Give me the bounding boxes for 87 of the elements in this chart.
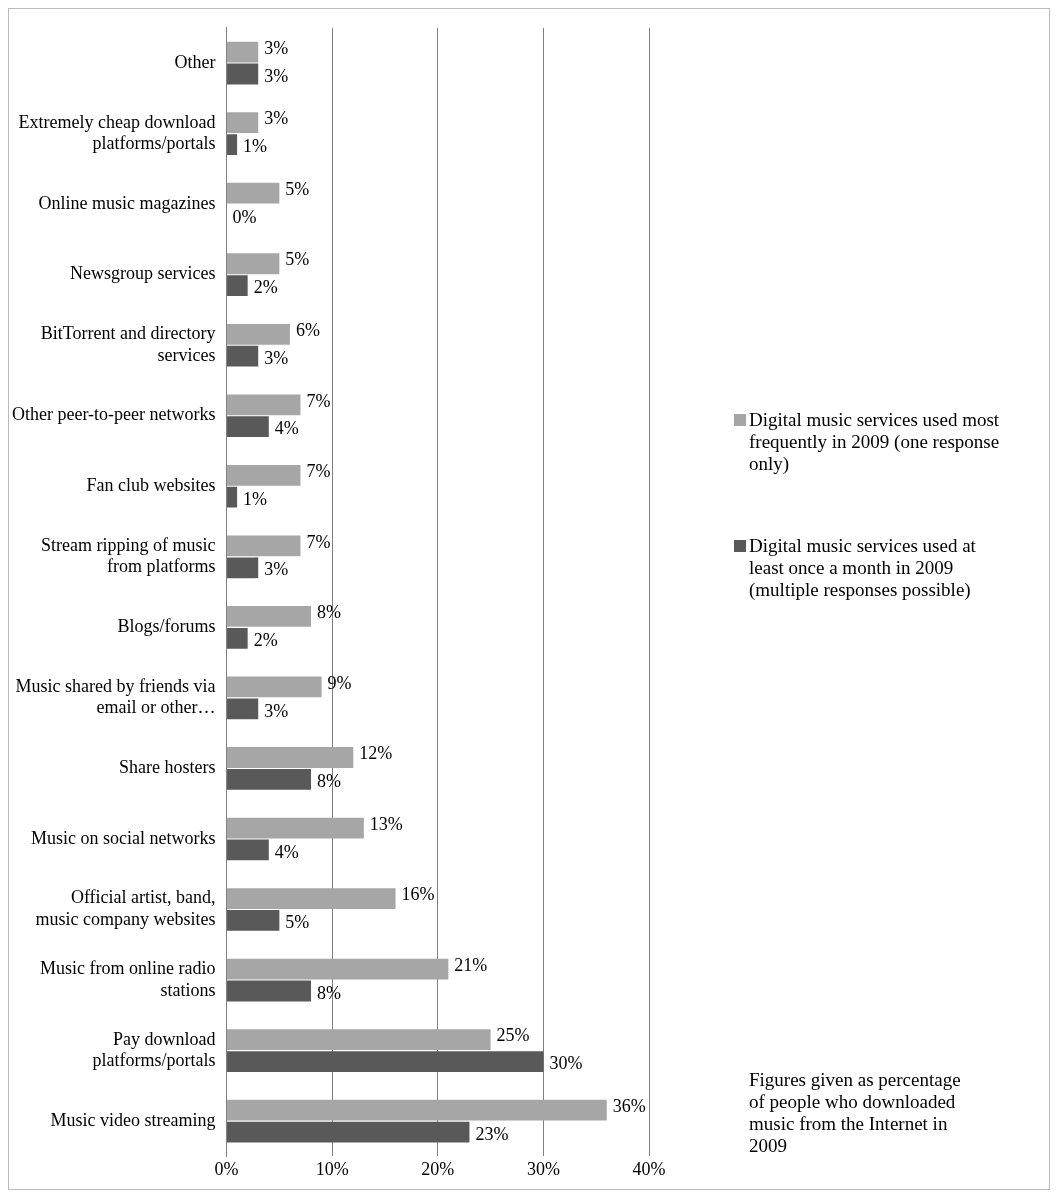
data-label: 6%: [295, 320, 320, 341]
y-tick-label: Stream ripping of music from platforms: [41, 534, 216, 577]
y-tick-label: Online music magazines: [38, 192, 216, 213]
data-label: 13%: [369, 813, 403, 834]
bar: [227, 747, 354, 768]
y-tick-label: Official artist, band, music company websites: [35, 887, 216, 930]
y-tick-label: Extremely cheap download platforms/portals: [18, 111, 216, 154]
data-label: 4%: [274, 418, 299, 439]
x-tick-label: 0%: [214, 1158, 239, 1179]
data-label: 7%: [306, 461, 331, 482]
y-tick-label: Music from online radio stations: [40, 957, 216, 1000]
bar: [227, 464, 301, 486]
y-tick-label: Pay download platforms/portals: [92, 1028, 216, 1071]
y-tick-label: Music video streaming: [50, 1109, 216, 1130]
data-label: 23%: [475, 1123, 509, 1144]
legend-label: Digital music services used most frequently in 2009 (one response only): [749, 409, 1001, 475]
y-tick-label: Other peer-to-peer networks: [12, 404, 216, 425]
bar: [227, 888, 396, 909]
bar: [227, 768, 312, 790]
bar: [227, 1099, 607, 1121]
text: Figures given as percentage of people who downloaded music from the Internet in 2009: [749, 1069, 962, 1157]
data-label: 16%: [401, 884, 435, 905]
data-label: 2%: [253, 277, 278, 298]
bar: [227, 676, 322, 698]
bar: [227, 557, 259, 579]
data-label: 30%: [549, 1053, 583, 1074]
bar: [227, 980, 312, 1002]
data-label: 12%: [359, 743, 393, 764]
x-tick-label: 30%: [526, 1158, 560, 1179]
bar: [227, 41, 259, 63]
data-label: 3%: [264, 108, 289, 129]
y-tick-label: Fan club websites: [86, 475, 216, 496]
data-label: 7%: [306, 390, 331, 411]
y-tick-label: Other: [174, 51, 216, 72]
data-label: 8%: [317, 982, 342, 1003]
x-tick-label: 10%: [315, 1158, 349, 1179]
data-label: 2%: [253, 630, 278, 651]
bar: [227, 910, 280, 931]
bar: [227, 63, 259, 85]
bar: [227, 606, 312, 627]
bar: [227, 627, 248, 649]
data-label: 3%: [264, 65, 289, 86]
bar: [227, 416, 269, 438]
bar: [227, 134, 238, 155]
data-label: 8%: [317, 602, 342, 623]
y-tick-label: Music on social networks: [31, 827, 216, 848]
bar: [227, 486, 238, 508]
data-label: 4%: [274, 841, 299, 862]
bar: [227, 345, 259, 367]
bar: [227, 253, 280, 275]
bar: [227, 1029, 491, 1051]
data-label: 5%: [285, 249, 310, 270]
bar: [227, 1051, 544, 1072]
bar: [227, 817, 364, 839]
data-label: 7%: [306, 531, 331, 552]
data-label: 36%: [612, 1095, 646, 1116]
bar: [227, 275, 248, 296]
bar: [227, 112, 259, 134]
data-label: 9%: [327, 672, 352, 693]
bar: [227, 839, 269, 861]
bar: [227, 182, 280, 204]
bar: [227, 394, 301, 416]
data-label: 1%: [243, 488, 268, 509]
data-label: 0%: [232, 206, 257, 227]
bar: [227, 698, 259, 720]
y-tick-label: BitTorrent and directory services: [40, 323, 216, 365]
data-label: 5%: [285, 912, 310, 933]
bar: [227, 323, 290, 345]
y-tick-label: Share hosters: [119, 757, 216, 778]
data-label: 5%: [285, 178, 310, 199]
bar: [227, 535, 301, 557]
data-label: 8%: [317, 771, 342, 792]
y-tick-label: Newsgroup services: [70, 263, 216, 284]
y-tick-label: Music shared by friends via email or other…: [15, 675, 216, 718]
data-label: 3%: [264, 347, 289, 368]
data-label: 3%: [264, 559, 289, 580]
data-label: 3%: [264, 37, 289, 58]
data-label: 3%: [264, 700, 289, 721]
x-tick-label: 20%: [421, 1158, 455, 1179]
data-label: 21%: [454, 954, 488, 975]
x-tick-label: 40%: [632, 1158, 666, 1179]
data-label: 1%: [243, 136, 268, 157]
bar: [227, 958, 449, 980]
y-tick-label: Blogs/forums: [117, 616, 216, 637]
bar: [227, 1121, 470, 1143]
legend-label: Digital music services used at least once a month in 2009 (multiple responses possible): [749, 535, 977, 601]
data-label: 25%: [496, 1025, 530, 1046]
